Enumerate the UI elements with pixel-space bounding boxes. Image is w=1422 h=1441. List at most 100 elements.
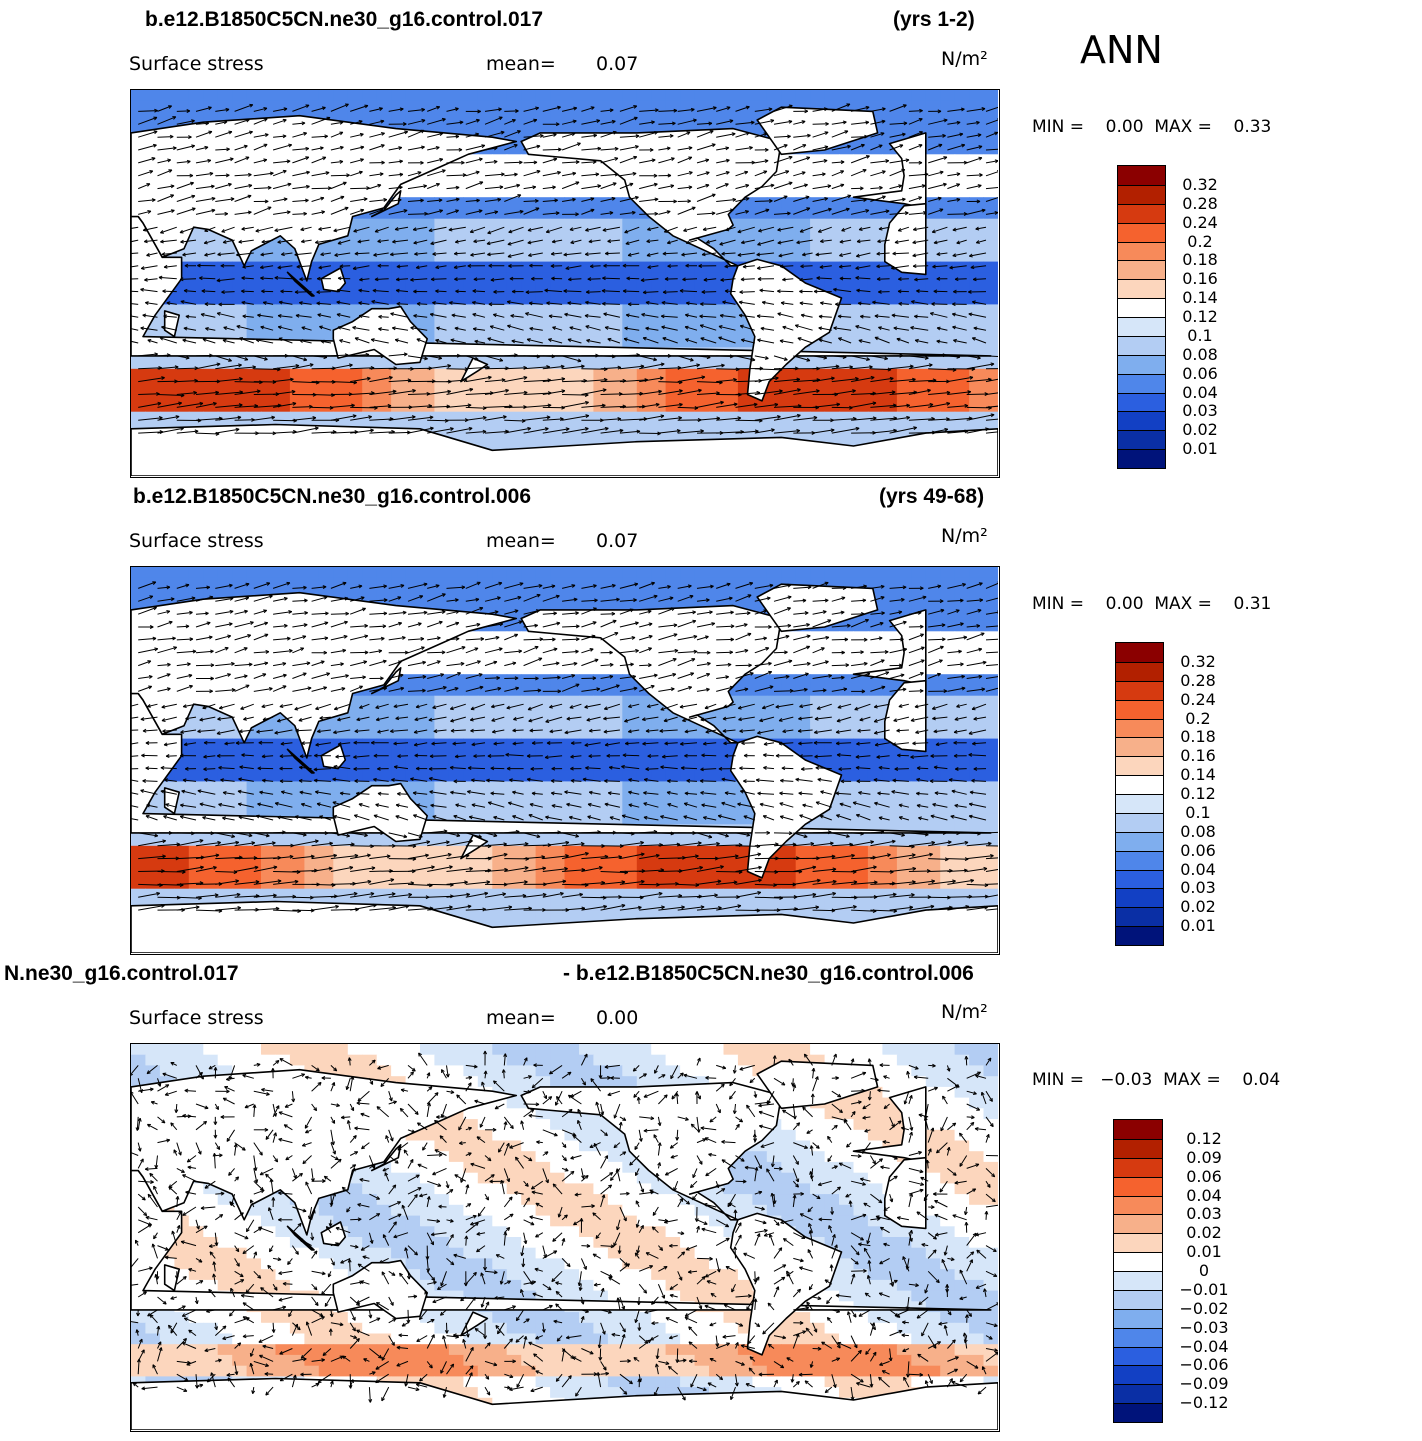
stress-vector-head — [806, 624, 810, 627]
stress-vector — [777, 290, 794, 293]
stress-vector-head — [585, 325, 590, 327]
stress-vector-head — [670, 135, 674, 138]
stress-vector-head — [439, 133, 444, 136]
stress-vector-head — [884, 651, 889, 654]
stress-vector — [952, 326, 967, 331]
stress-vector — [585, 252, 601, 255]
stress-vector — [548, 338, 563, 344]
stress-vector — [870, 585, 885, 589]
stress-vector-head — [421, 109, 425, 112]
stress-vector — [396, 303, 409, 305]
stress-vector — [542, 676, 561, 679]
stress-vector — [581, 161, 597, 164]
stress-vector-head — [571, 674, 576, 678]
stress-vector — [970, 265, 987, 269]
stress-vector-head — [858, 227, 863, 230]
stress-vector-head — [847, 195, 852, 199]
stress-vector — [725, 290, 736, 293]
stress-vector — [851, 599, 866, 602]
stress-vector-head — [757, 276, 762, 280]
stress-vector-head — [654, 595, 658, 599]
stress-vector-head — [290, 378, 294, 382]
colorbar-label: 0.2 — [1187, 231, 1213, 251]
stress-vector-head — [806, 157, 811, 161]
stress-vector — [778, 252, 794, 257]
stress-vector — [639, 415, 664, 421]
stress-vector — [735, 672, 754, 679]
stress-vector — [600, 157, 619, 164]
stress-vector — [446, 672, 461, 679]
stress-vector-head — [953, 289, 957, 293]
stress-vector — [773, 170, 789, 177]
stress-vector — [427, 169, 446, 177]
stress-vector-head — [767, 597, 771, 601]
stress-vector-head — [533, 119, 538, 123]
stress-vector — [294, 252, 312, 256]
stress-vector-head — [315, 706, 319, 710]
stress-vector — [253, 622, 268, 628]
stress-vector-head — [738, 300, 743, 303]
stress-vector — [600, 664, 614, 667]
stress-vector — [388, 687, 404, 692]
stress-vector — [812, 208, 832, 215]
stress-vector-head — [479, 673, 483, 677]
stress-vector-head — [596, 688, 601, 692]
stress-vector — [818, 226, 832, 233]
stress-vector-head — [611, 613, 616, 616]
stress-vector-head — [701, 252, 706, 256]
stress-vector — [600, 120, 616, 125]
stress-vector — [273, 611, 292, 615]
stress-vector-head — [706, 172, 710, 176]
stress-vector-head — [939, 144, 943, 148]
stress-vector-head — [745, 184, 750, 188]
stress-vector-head — [188, 136, 192, 140]
stress-vector-head — [428, 717, 433, 721]
stress-vector-head — [321, 661, 325, 665]
stress-vector — [754, 584, 774, 589]
stress-vector-head — [243, 716, 247, 720]
stress-vector-head — [961, 687, 966, 691]
stress-vector-head — [872, 300, 876, 303]
stress-vector-head — [185, 625, 190, 629]
stress-vector-head — [519, 621, 523, 625]
stress-vector-head — [703, 277, 708, 281]
stress-vector — [239, 337, 254, 344]
stress-vector-head — [299, 339, 304, 341]
stress-vector — [936, 252, 948, 255]
stress-vector-head — [209, 596, 214, 600]
stress-vector-head — [723, 704, 727, 708]
stress-vector — [985, 664, 998, 667]
stress-vector — [735, 147, 753, 151]
stress-vector — [320, 340, 331, 344]
stress-vector-head — [856, 239, 861, 243]
stress-vector — [928, 368, 957, 371]
stress-vector — [966, 174, 983, 177]
stress-vector-head — [836, 403, 841, 407]
stress-vector-head — [797, 414, 801, 418]
stress-vector-head — [576, 181, 580, 186]
stress-vector-head — [837, 314, 842, 317]
stress-vector-head — [688, 147, 693, 151]
stress-vector — [870, 160, 889, 164]
stress-vector-head — [787, 212, 791, 216]
stress-vector — [956, 239, 967, 244]
stress-vector-head — [161, 377, 165, 381]
stress-vector — [756, 252, 775, 256]
stress-vector-head — [303, 587, 307, 590]
stress-vector — [131, 328, 139, 331]
stress-vector-head — [529, 263, 533, 267]
stress-vector-head — [956, 704, 960, 708]
stress-vector — [336, 301, 351, 305]
stress-vector — [696, 662, 711, 667]
stress-vector-head — [150, 595, 154, 600]
stress-vector-head — [609, 675, 614, 679]
stress-vector-head — [437, 637, 441, 641]
stress-vector-head — [468, 427, 473, 431]
stress-vector — [504, 427, 531, 434]
stress-vector — [548, 315, 563, 318]
stress-vector — [234, 597, 249, 602]
stress-vector-head — [774, 403, 779, 407]
stress-vector-head — [185, 716, 189, 720]
stress-vector — [350, 171, 363, 177]
stress-vector — [716, 106, 731, 112]
